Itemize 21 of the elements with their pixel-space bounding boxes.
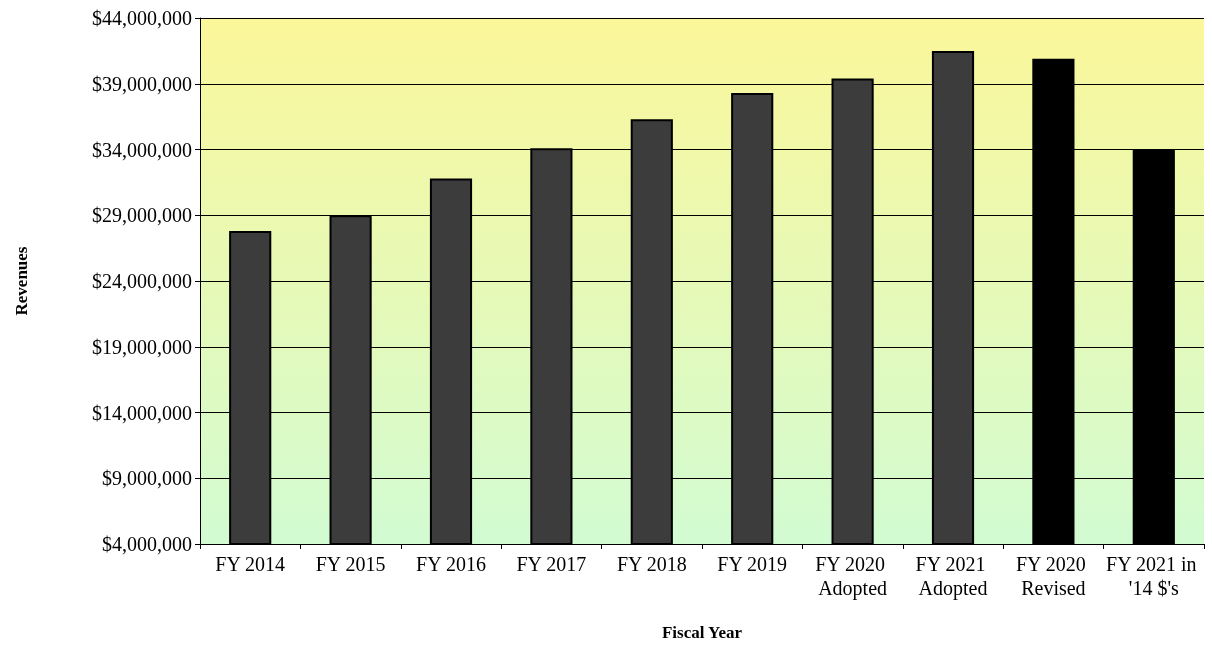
x-tick-label: FY 2020 Adopted <box>815 553 891 600</box>
y-tick-label: $39,000,000 <box>92 72 192 95</box>
y-tick-label: $9,000,000 <box>102 467 192 490</box>
y-tick-label: $14,000,000 <box>92 401 192 424</box>
y-tick-label: $34,000,000 <box>92 138 192 161</box>
x-axis-title: Fiscal Year <box>661 623 743 642</box>
x-tick-label: FY 2018 <box>616 553 687 575</box>
x-tick-label: FY 2015 <box>315 553 386 575</box>
x-tick-label: FY 2017 <box>516 553 587 575</box>
y-tick-label: $4,000,000 <box>102 533 192 555</box>
y-tick-label: $19,000,000 <box>92 335 192 358</box>
x-tick-label: FY 2014 <box>215 553 286 575</box>
x-tick-label: FY 2020 Revised <box>1015 553 1091 599</box>
y-tick-label: $24,000,000 <box>92 270 192 292</box>
x-tick-label: FY 2021 Adopted <box>915 553 991 600</box>
y-tick-label: $29,000,000 <box>92 204 192 227</box>
y-tick-label: $44,000,000 <box>92 7 192 29</box>
x-tick-label: FY 2016 <box>416 553 486 575</box>
x-tick-label: FY 2019 <box>717 553 788 575</box>
y-axis-title: Revenues <box>12 246 31 316</box>
x-tick-label: FY 2021 in '14 $'s <box>1106 553 1202 599</box>
